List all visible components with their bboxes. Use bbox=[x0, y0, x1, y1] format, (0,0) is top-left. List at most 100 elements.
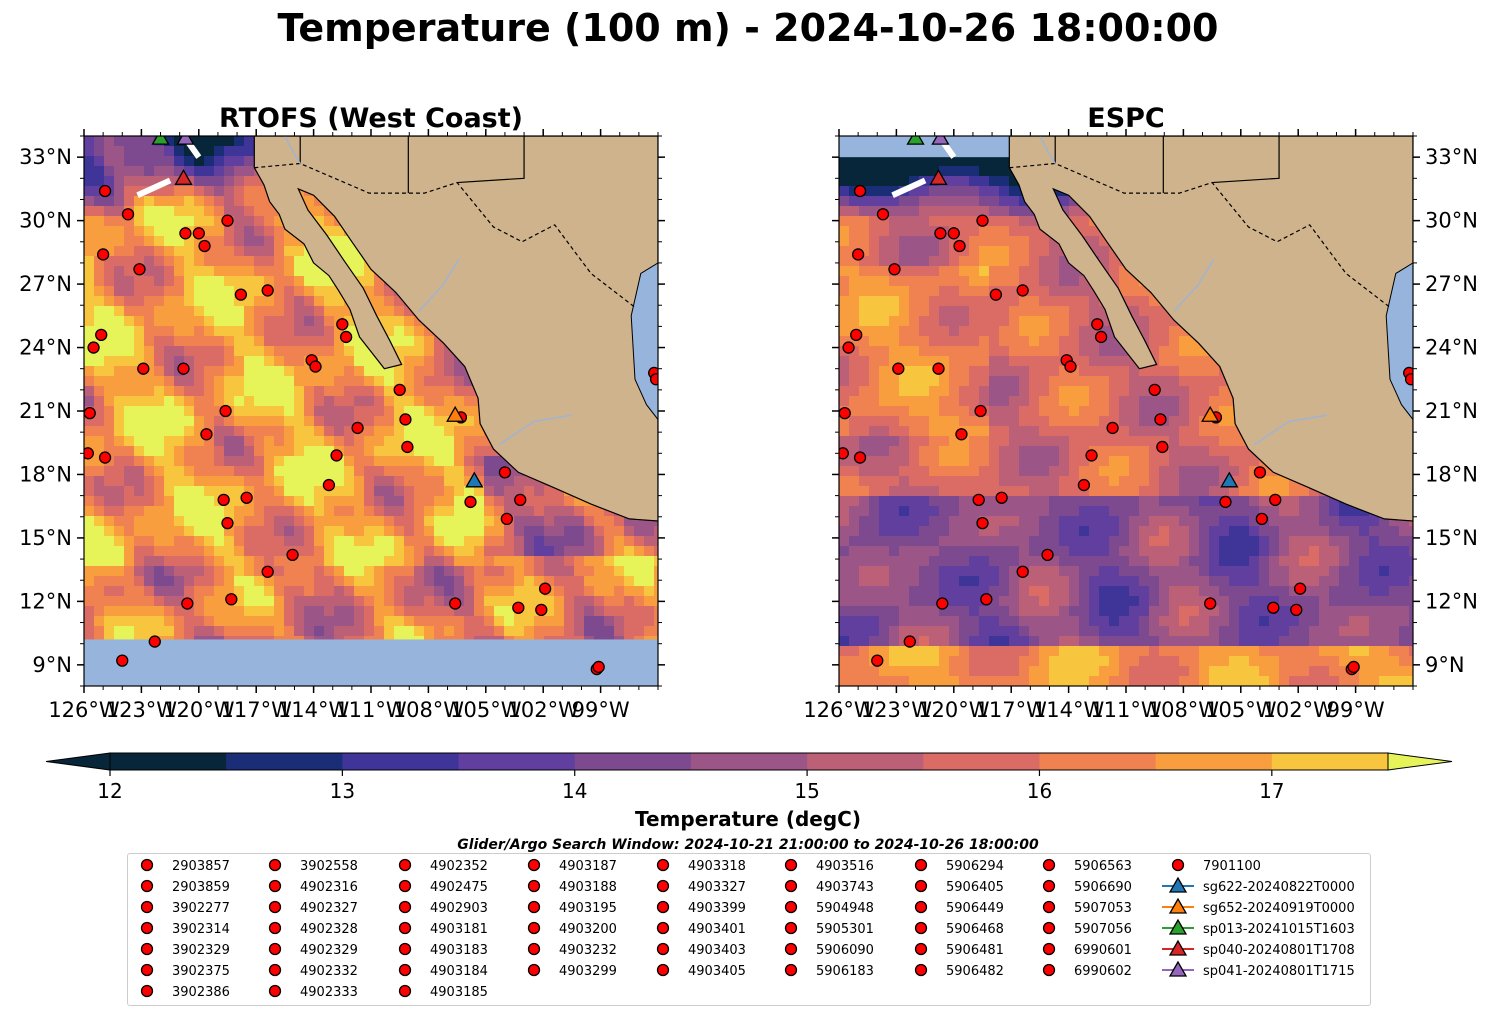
y-tick-label: 33°N bbox=[19, 145, 72, 169]
x-tick-label: 108°W bbox=[1148, 698, 1220, 722]
colorbar-extend-low bbox=[45, 752, 111, 771]
argo-marker bbox=[839, 447, 849, 460]
colorbar-bin bbox=[1039, 753, 1157, 770]
argo-marker bbox=[137, 362, 150, 375]
glider-marker bbox=[174, 168, 193, 185]
glider-marker bbox=[1201, 405, 1220, 422]
colorbar-bin bbox=[110, 753, 227, 770]
x-tick-label: 99°W bbox=[572, 698, 630, 722]
y-tick-label: 12°N bbox=[19, 589, 72, 613]
land bbox=[1008, 136, 1413, 522]
x-tick-label: 108°W bbox=[393, 698, 465, 722]
state-border bbox=[457, 136, 525, 184]
map-body bbox=[84, 136, 658, 686]
argo-marker bbox=[955, 428, 968, 441]
argo-marker bbox=[1156, 440, 1169, 454]
map-body bbox=[839, 136, 1413, 686]
argo-marker bbox=[853, 184, 867, 198]
argo-marker bbox=[221, 214, 234, 227]
argo-marker bbox=[535, 603, 548, 616]
argo-marker bbox=[953, 239, 966, 253]
argo-marker bbox=[1091, 318, 1104, 331]
argo-marker bbox=[200, 428, 213, 441]
glider-marker bbox=[446, 405, 465, 422]
argo-marker bbox=[1290, 603, 1303, 616]
colorbar-bin bbox=[342, 753, 460, 770]
argo-marker bbox=[148, 635, 161, 648]
argo-marker bbox=[399, 413, 412, 426]
glider-track bbox=[136, 177, 172, 198]
argo-marker bbox=[240, 491, 253, 504]
argo-marker bbox=[888, 263, 901, 276]
glider-marker bbox=[151, 136, 170, 145]
argo-marker bbox=[934, 227, 947, 240]
argo-marker bbox=[96, 248, 110, 261]
colorbar-bin bbox=[1155, 753, 1273, 770]
colorbar-bin bbox=[458, 753, 576, 770]
colorbar-bin bbox=[690, 753, 808, 770]
argo-marker bbox=[121, 208, 135, 221]
argo-marker bbox=[1347, 660, 1360, 674]
x-tick-label: 105°W bbox=[450, 698, 522, 722]
argo-marker bbox=[1219, 495, 1232, 509]
map-panel-rtofs: RTOFS (West Coast)126°W123°W120°W117°W11… bbox=[19, 103, 665, 722]
x-tick-label: 126°W bbox=[803, 698, 875, 722]
land bbox=[253, 136, 658, 522]
glider-marker bbox=[931, 136, 950, 145]
argo-marker bbox=[1064, 360, 1077, 373]
argo-marker bbox=[1267, 601, 1280, 614]
panel-title: ESPC bbox=[1087, 103, 1165, 134]
colorbar-tick-label: 17 bbox=[1259, 779, 1284, 803]
argo-marker bbox=[95, 328, 108, 341]
argo-marker bbox=[1255, 512, 1268, 526]
argo-marker bbox=[98, 184, 112, 198]
argo-marker bbox=[1269, 493, 1282, 506]
y-tick-label: 24°N bbox=[19, 336, 72, 360]
argo-marker bbox=[1404, 373, 1413, 386]
argo-marker bbox=[351, 421, 364, 435]
y-tick-label: 30°N bbox=[1425, 209, 1478, 233]
argo-marker bbox=[1077, 478, 1091, 492]
colorbar-bin bbox=[574, 753, 692, 770]
argo-marker bbox=[464, 495, 477, 509]
argo-marker bbox=[1094, 330, 1108, 344]
glider-marker bbox=[465, 471, 484, 488]
colorbar-tick-label: 12 bbox=[97, 779, 122, 803]
argo-marker bbox=[936, 597, 949, 610]
argo-marker bbox=[972, 493, 985, 506]
y-tick-label: 15°N bbox=[19, 526, 72, 550]
argo-marker bbox=[339, 330, 353, 344]
argo-marker bbox=[538, 582, 552, 595]
colorbar-bin bbox=[226, 753, 343, 770]
argo-marker bbox=[177, 362, 190, 375]
argo-marker bbox=[322, 478, 336, 492]
argo-marker bbox=[261, 284, 274, 297]
argo-marker bbox=[876, 208, 890, 221]
argo-marker bbox=[903, 635, 916, 648]
y-tick-label: 30°N bbox=[19, 209, 72, 233]
argo-marker bbox=[842, 341, 855, 354]
argo-marker bbox=[133, 263, 146, 276]
colorbar-frame bbox=[109, 752, 1389, 771]
argo-marker bbox=[498, 466, 512, 479]
colorbar-bin bbox=[807, 753, 924, 770]
glider-marker bbox=[929, 168, 948, 185]
argo-marker bbox=[98, 451, 112, 464]
y-tick-label: 21°N bbox=[19, 399, 72, 423]
argo-marker bbox=[512, 601, 525, 614]
y-tick-label: 9°N bbox=[32, 653, 72, 677]
argo-marker bbox=[449, 597, 462, 610]
y-tick-label: 27°N bbox=[19, 272, 72, 296]
x-tick-label: 126°W bbox=[48, 698, 120, 722]
y-tick-label: 33°N bbox=[1425, 145, 1478, 169]
argo-marker bbox=[181, 597, 194, 610]
river bbox=[1173, 258, 1215, 313]
argo-marker bbox=[87, 341, 100, 354]
argo-marker bbox=[221, 516, 234, 530]
argo-marker bbox=[976, 516, 989, 530]
argo-marker bbox=[514, 493, 527, 506]
x-tick-label: 120°W bbox=[918, 698, 990, 722]
y-tick-label: 18°N bbox=[19, 462, 72, 486]
argo-marker bbox=[225, 593, 238, 606]
argo-marker bbox=[980, 593, 993, 606]
